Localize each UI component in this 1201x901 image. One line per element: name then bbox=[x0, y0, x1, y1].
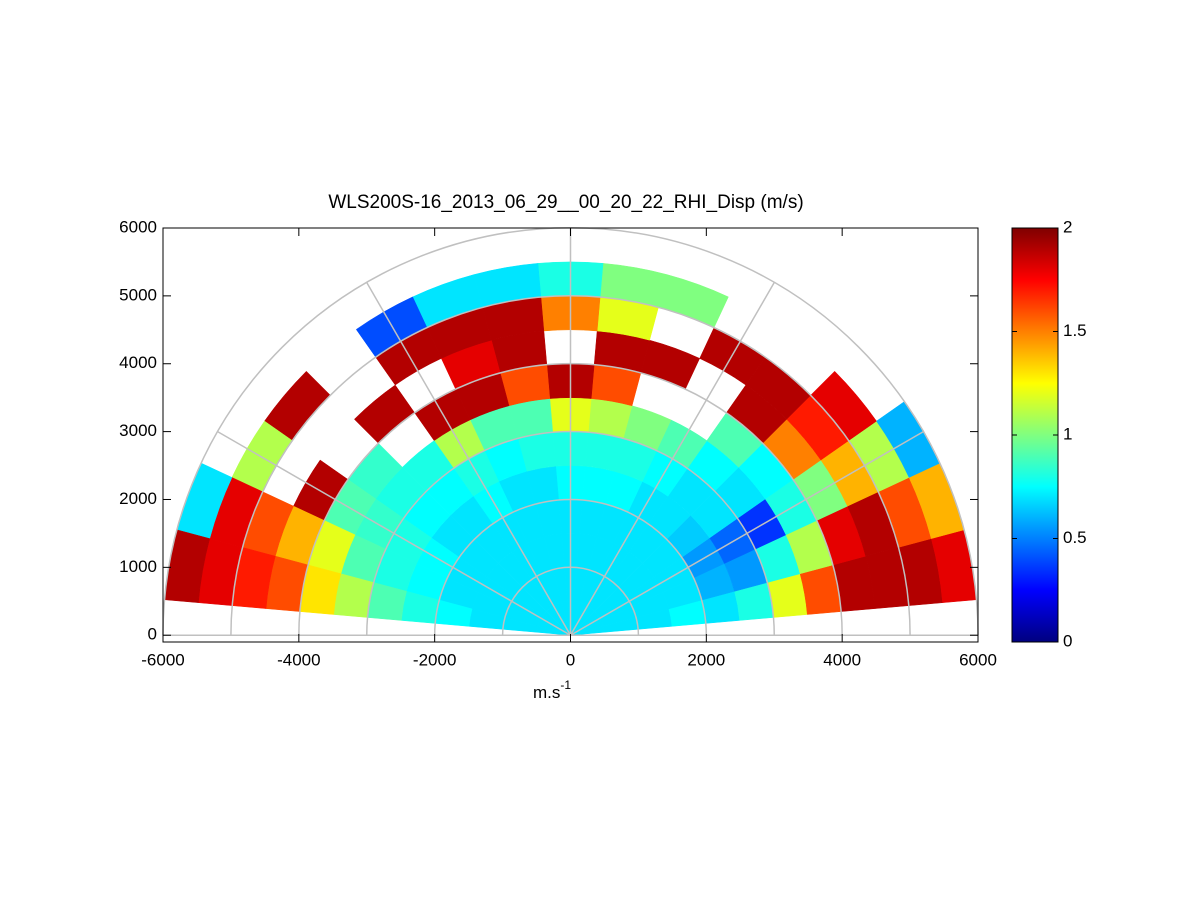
x-tick-label: -2000 bbox=[413, 650, 456, 669]
ticks: -6000 -4000 -2000 0 2000 4000 6000 0 1000 2000 300… bbox=[119, 217, 997, 669]
colorbar-tick-label: 2 bbox=[1063, 217, 1072, 236]
x-tick-label: 6000 bbox=[959, 650, 997, 669]
chart-title: WLS200S-16_2013_06_29__00_20_22_RHI_Disp… bbox=[328, 192, 803, 213]
y-tick-label: 2000 bbox=[119, 489, 157, 508]
colorbar-tick-label: 0 bbox=[1063, 631, 1072, 650]
x-tick-label: 2000 bbox=[687, 650, 725, 669]
x-tick-label: -6000 bbox=[141, 650, 184, 669]
y-tick-label: 4000 bbox=[119, 353, 157, 372]
x-axis-label-sup: -1 bbox=[560, 678, 571, 692]
y-tick-label: 1000 bbox=[119, 557, 157, 576]
angle-spoke bbox=[570, 430, 924, 636]
angle-spoke bbox=[217, 430, 571, 636]
x-axis-label: m.s-1 bbox=[533, 678, 571, 702]
x-tick-label: 4000 bbox=[823, 650, 861, 669]
y-tick-label: 6000 bbox=[119, 217, 157, 236]
colorbar-tick-label: 1.5 bbox=[1063, 321, 1087, 340]
x-axis-label-base: m.s bbox=[533, 683, 560, 702]
angle-spoke bbox=[366, 282, 572, 636]
angle-spoke bbox=[569, 282, 775, 636]
y-tick-label: 3000 bbox=[119, 421, 157, 440]
y-tick-label: 5000 bbox=[119, 285, 157, 304]
x-tick-label: 0 bbox=[566, 650, 575, 669]
colorbar-tick-label: 1 bbox=[1063, 424, 1072, 443]
colorbar-tick-label: 0.5 bbox=[1063, 528, 1087, 547]
y-tick-label: 0 bbox=[148, 625, 157, 644]
x-tick-label: -4000 bbox=[277, 650, 320, 669]
colorbar bbox=[1011, 227, 1059, 643]
